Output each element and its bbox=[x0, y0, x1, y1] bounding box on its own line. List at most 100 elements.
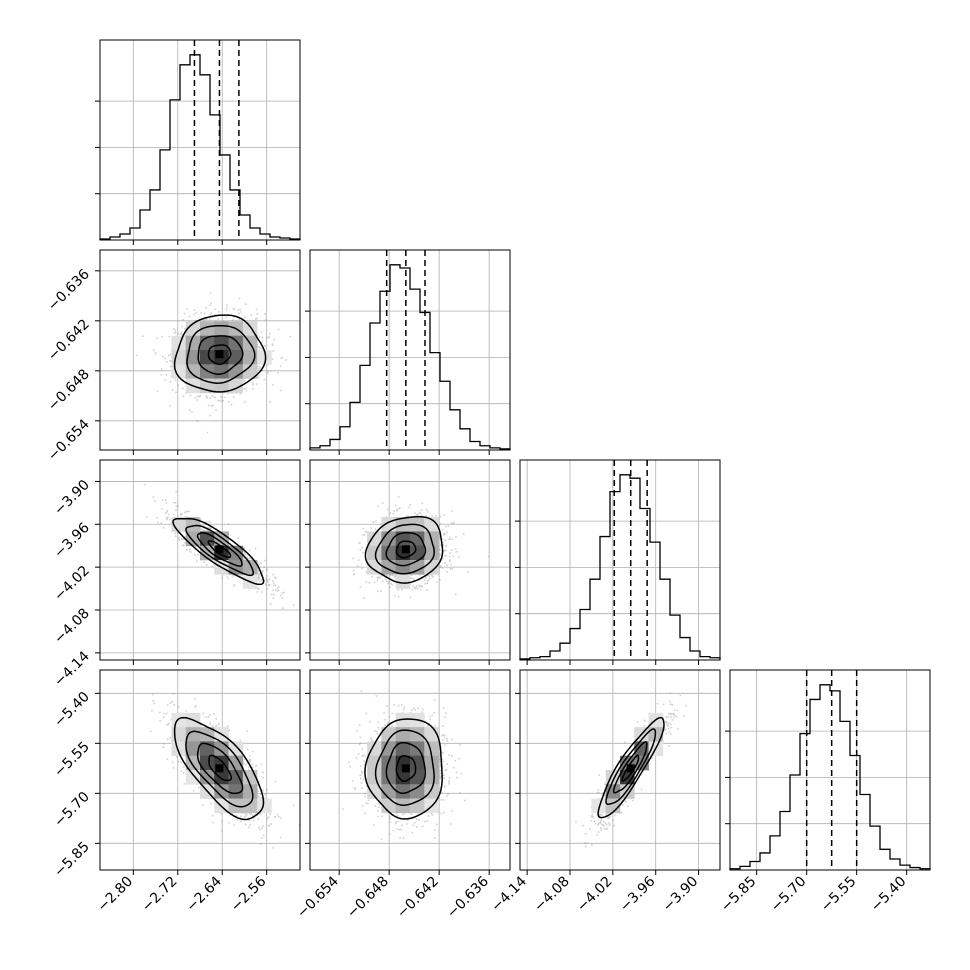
x-tick-label-p4: −5.55 bbox=[818, 874, 860, 916]
x-tick-label-p2: −0.654 bbox=[294, 873, 342, 921]
hist-panel-p1 bbox=[95, 39, 301, 245]
contour-4 bbox=[172, 517, 265, 586]
panel-frame bbox=[519, 669, 721, 871]
contour-2 bbox=[385, 532, 427, 567]
panel-content bbox=[135, 291, 292, 434]
density-cell bbox=[200, 350, 215, 365]
density-cell bbox=[200, 770, 215, 785]
density-cell bbox=[410, 784, 425, 799]
contour-1 bbox=[395, 540, 417, 559]
contour-4 bbox=[364, 718, 443, 820]
panel-frame bbox=[729, 669, 931, 871]
histogram-step bbox=[729, 684, 931, 870]
density-cell bbox=[395, 531, 411, 547]
x-tick-label-p4: −5.85 bbox=[718, 874, 760, 916]
density-cell bbox=[257, 798, 272, 814]
panel-content bbox=[144, 483, 295, 610]
x-tick-label-p1: −2.80 bbox=[95, 874, 137, 916]
panel-content bbox=[150, 693, 300, 849]
density-cell bbox=[424, 741, 439, 757]
y-tick-label-p2: −0.636 bbox=[45, 266, 93, 314]
hist-panel-p2 bbox=[305, 249, 511, 455]
panel-frame bbox=[99, 669, 301, 871]
density-cell bbox=[395, 741, 411, 757]
density-cell bbox=[410, 560, 425, 575]
contour-1 bbox=[208, 754, 233, 782]
density-cell bbox=[185, 741, 201, 757]
contour-1 bbox=[207, 540, 232, 559]
y-tick-label-p4: −5.85 bbox=[51, 839, 93, 881]
density-cell bbox=[185, 727, 201, 742]
density-cell bbox=[395, 574, 411, 589]
x-tick-label-p3: −3.96 bbox=[617, 873, 659, 915]
panel-content bbox=[575, 692, 687, 848]
y-tick-label-p3: −4.02 bbox=[51, 563, 93, 605]
density-cell bbox=[214, 364, 229, 379]
density-cell bbox=[185, 770, 201, 785]
density-cell bbox=[200, 321, 215, 337]
density-cell bbox=[185, 517, 201, 532]
density-peak bbox=[215, 350, 224, 359]
density-cell bbox=[367, 770, 382, 785]
density-cell bbox=[381, 545, 397, 561]
x-tick-label-p3: −4.14 bbox=[488, 873, 530, 915]
y-tick-label-p4: −5.40 bbox=[51, 689, 93, 731]
panel-frame bbox=[519, 459, 721, 661]
x-tick-label-p4: −5.70 bbox=[768, 874, 810, 916]
x-tick-label-p3: −4.02 bbox=[574, 874, 616, 916]
contour-3 bbox=[374, 729, 435, 806]
contour-3 bbox=[185, 730, 254, 808]
density-cell bbox=[242, 364, 258, 379]
density-cell bbox=[367, 784, 382, 799]
density-peak bbox=[401, 545, 410, 554]
hist-panel-p3 bbox=[515, 459, 721, 665]
y-tick-label-p2: −0.642 bbox=[45, 316, 93, 364]
scatter-panel-p2-p3 bbox=[305, 459, 511, 665]
scatter-panel-p1-p2 bbox=[95, 249, 301, 455]
histogram-step bbox=[309, 264, 511, 450]
density-cell bbox=[424, 545, 439, 561]
density-cell bbox=[424, 770, 439, 785]
contour-4 bbox=[364, 515, 444, 584]
x-tick-label-p3: −4.08 bbox=[531, 874, 573, 916]
density-cell bbox=[185, 350, 201, 365]
contour-1 bbox=[395, 754, 417, 783]
density-cell bbox=[424, 517, 439, 532]
contour-3 bbox=[185, 524, 255, 577]
density-cell bbox=[214, 321, 229, 337]
density-cell bbox=[228, 741, 244, 757]
density-cell bbox=[185, 364, 201, 379]
panel-frame bbox=[309, 249, 511, 451]
y-tick-label-p3: −4.14 bbox=[51, 648, 93, 690]
contour-4 bbox=[173, 314, 267, 393]
x-tick-label-p2: −0.642 bbox=[394, 874, 442, 922]
density-cell bbox=[395, 560, 411, 575]
density-cell bbox=[171, 350, 187, 365]
density-cell bbox=[410, 727, 425, 742]
density-cell bbox=[381, 770, 397, 785]
panel-content bbox=[342, 690, 466, 840]
density-cell bbox=[424, 755, 439, 771]
x-tick-label-p2: −0.636 bbox=[444, 873, 492, 921]
contour-3 bbox=[186, 324, 256, 384]
density-cell bbox=[257, 350, 272, 365]
contour-2 bbox=[196, 742, 244, 795]
density-peak bbox=[215, 545, 224, 554]
panel-frame bbox=[309, 669, 511, 871]
contour-2 bbox=[612, 741, 648, 794]
density-peak bbox=[215, 764, 224, 773]
histogram-step bbox=[519, 474, 721, 660]
density-cell bbox=[395, 517, 411, 532]
density-cell bbox=[242, 560, 258, 575]
panel-frame bbox=[309, 459, 511, 661]
density-cell bbox=[171, 741, 187, 757]
histogram-step bbox=[99, 54, 301, 240]
density-cell bbox=[395, 784, 411, 799]
contour-2 bbox=[385, 741, 427, 794]
density-cell bbox=[367, 531, 382, 547]
x-tick-label-p3: −3.90 bbox=[660, 874, 702, 916]
contour-1 bbox=[207, 344, 232, 366]
density-peak bbox=[401, 764, 410, 773]
y-tick-label-p4: −5.55 bbox=[51, 739, 93, 781]
